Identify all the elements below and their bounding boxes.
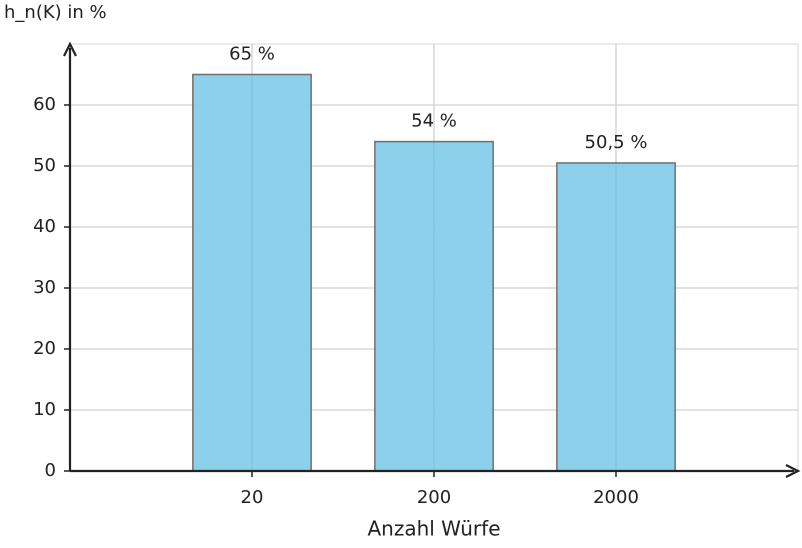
bar [374,140,494,472]
bar [556,162,676,472]
y-tick-label: 30 [33,277,56,298]
y-tick-label: 10 [33,399,56,420]
y-tick-label: 50 [33,155,56,176]
labels: 0 10 20 30 40 50 60 20 65 % 200 54 % 2000 50,5 % [33,44,647,509]
y-tick-label: 20 [33,338,56,359]
x-tick-label: 20 [241,487,264,508]
bars [192,73,676,472]
value-label: 50,5 % [585,132,648,153]
y-tick-label: 0 [45,460,56,481]
x-axis-arrow [785,464,801,478]
y-axis-label: h_n(K) in % [4,2,107,23]
bar [192,73,312,472]
y-axis-arrow [63,41,77,57]
x-tick-label: 200 [417,487,451,508]
value-label: 54 % [411,111,457,132]
x-tick-label: 2000 [593,487,639,508]
y-tick-label: 60 [33,94,56,115]
x-axis-label: Anzahl Würfe [367,517,500,541]
y-tick-label: 40 [33,216,56,237]
value-label: 65 % [229,44,275,65]
axes [63,41,801,478]
